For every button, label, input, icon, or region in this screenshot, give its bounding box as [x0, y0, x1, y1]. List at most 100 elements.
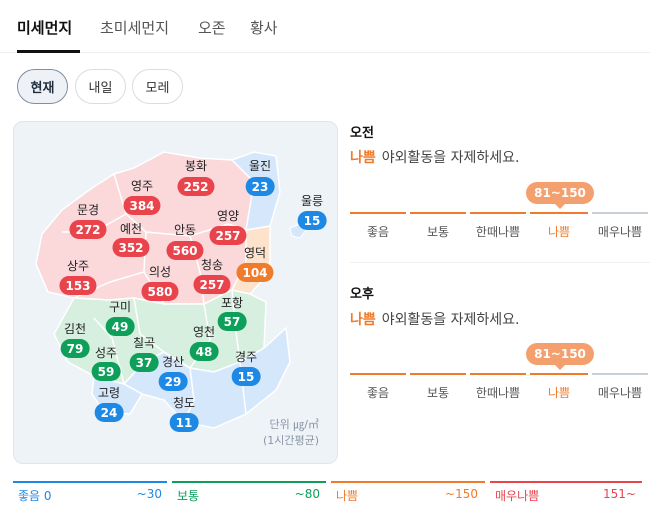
region-gyeongju: 경주	[234, 350, 258, 364]
value-yeongdeok[interactable]: 104	[236, 263, 274, 282]
forecast-am-seg-normal	[410, 212, 466, 214]
region-bonghwa: 봉화	[184, 159, 208, 173]
region-yeongju: 영주	[130, 179, 154, 193]
forecast-pm-title: 오후	[350, 287, 374, 302]
forecast-am-range-tip: 81~150	[526, 182, 594, 209]
value-gyeongju[interactable]: 15	[231, 367, 261, 386]
region-sangju: 상주	[66, 259, 90, 273]
value-uljin[interactable]: 23	[245, 177, 275, 196]
forecast-am-seg-good	[350, 212, 406, 214]
forecast-pm-lbl-very-bad: 매우나쁨	[597, 386, 643, 400]
forecast-am-lbl-normal: 보통	[426, 225, 450, 239]
forecast-pm-seg-good	[350, 373, 406, 375]
forecast-am-lbl-very-bad: 매우나쁨	[597, 225, 643, 239]
value-mungyeong[interactable]: 272	[69, 220, 107, 239]
value-chilgok[interactable]: 37	[129, 353, 159, 372]
value-uiseong[interactable]: 580	[141, 282, 179, 301]
value-ulleung[interactable]: 15	[297, 211, 327, 230]
forecast-am-seg-sometimes-bad	[470, 212, 526, 214]
region-goryeong: 고령	[97, 386, 121, 400]
tab-ultrafine-dust[interactable]: 초미세먼지	[100, 19, 170, 37]
region-map: 봉화 252 울진 23 영주 384 울릉 15 문경 272 예천 352 …	[13, 121, 338, 464]
region-yeongdeok: 영덕	[243, 246, 267, 260]
forecast-am-message: 나쁨 야외활동을 자제하세요.	[350, 147, 519, 167]
forecast-am-grade: 나쁨	[350, 150, 376, 166]
legend-bar-normal	[172, 481, 326, 483]
forecast-pm-lbl-good: 좋음	[366, 386, 390, 400]
legend-good-name: 좋음 0	[18, 489, 52, 503]
forecast-pm-seg-normal	[410, 373, 466, 375]
region-pohang: 포항	[220, 296, 244, 310]
forecast-am-title: 오전	[350, 126, 374, 141]
legend-bad-name: 나쁨	[336, 489, 359, 503]
region-yeongyang: 영양	[216, 209, 240, 223]
region-cheongdo: 청도	[172, 396, 196, 410]
legend-very-bad-name: 매우나쁨	[495, 489, 540, 503]
region-cheongsong: 청송	[200, 258, 224, 272]
value-yeongju[interactable]: 384	[123, 196, 161, 215]
forecast-am-lbl-sometimes-bad: 한때나쁨	[475, 225, 521, 239]
forecast-pm-lbl-sometimes-bad: 한때나쁨	[475, 386, 521, 400]
value-pohang[interactable]: 57	[217, 312, 247, 331]
region-gimcheon: 김천	[63, 322, 87, 336]
forecast-am-advice: 야외활동을 자제하세요.	[381, 150, 520, 166]
forecast-pm-advice: 야외활동을 자제하세요.	[381, 312, 520, 328]
forecast-pm-seg-very-bad	[592, 373, 648, 375]
unit-label: 단위 ㎍/㎥	[269, 418, 319, 431]
forecast-pm-lbl-normal: 보통	[426, 386, 450, 400]
forecast-pm-seg-bad	[530, 373, 588, 375]
region-gumi: 구미	[108, 300, 132, 314]
tab-fine-dust[interactable]: 미세먼지	[17, 19, 73, 37]
forecast-pm-lbl-bad: 나쁨	[547, 386, 571, 400]
region-andong: 안동	[173, 223, 197, 237]
value-cheongsong[interactable]: 257	[193, 275, 231, 294]
value-yecheon[interactable]: 352	[112, 238, 150, 257]
legend-bar-good	[13, 481, 167, 483]
pill-day-after[interactable]: 모레	[132, 69, 183, 104]
region-uiseong: 의성	[148, 265, 172, 279]
legend-bar-very-bad	[490, 481, 642, 483]
legend-bar-bad	[331, 481, 485, 483]
forecast-pm-message: 나쁨 야외활동을 자제하세요.	[350, 309, 519, 329]
forecast-am-seg-very-bad	[592, 212, 648, 214]
value-andong[interactable]: 560	[166, 241, 204, 260]
region-yeongcheon: 영천	[192, 325, 216, 339]
unit-average: (1시간평균)	[262, 434, 319, 447]
region-yecheon: 예천	[119, 222, 143, 236]
legend-very-bad-range: 151~	[603, 487, 636, 501]
legend-normal-name: 보통	[177, 489, 200, 503]
forecast-divider	[350, 262, 650, 263]
forecast-pm-seg-sometimes-bad	[470, 373, 526, 375]
value-sangju[interactable]: 153	[59, 276, 97, 295]
tab-yellow-dust[interactable]: 황사	[250, 19, 278, 37]
forecast-pm-grade: 나쁨	[350, 312, 376, 328]
legend-good-range: ~30	[136, 487, 162, 501]
value-yeongyang[interactable]: 257	[209, 226, 247, 245]
forecast-pm-range-tip: 81~150	[526, 343, 594, 370]
unit-note: 단위 ㎍/㎥ (1시간평균)	[263, 417, 319, 449]
value-gyeongsan[interactable]: 29	[158, 372, 188, 391]
region-gyeongsan: 경산	[161, 355, 185, 369]
value-yeongcheon[interactable]: 48	[189, 342, 219, 361]
active-tab-indicator	[17, 50, 80, 53]
value-bonghwa[interactable]: 252	[177, 177, 215, 196]
region-uljin: 울진	[248, 159, 272, 173]
value-seongju[interactable]: 59	[91, 362, 121, 381]
region-ulleung: 울릉	[300, 194, 324, 208]
forecast-am-lbl-good: 좋음	[366, 225, 390, 239]
region-chilgok: 칠곡	[132, 336, 156, 350]
pill-tomorrow[interactable]: 내일	[75, 69, 126, 104]
tab-ozone[interactable]: 오존	[198, 19, 226, 37]
value-gumi[interactable]: 49	[105, 317, 135, 336]
value-goryeong[interactable]: 24	[94, 403, 124, 422]
value-gimcheon[interactable]: 79	[60, 339, 90, 358]
legend-bad-range: ~150	[445, 487, 478, 501]
pollutant-tabs: 미세먼지 초미세먼지 오존 황사	[0, 0, 650, 53]
pill-now[interactable]: 현재	[17, 69, 68, 104]
value-cheongdo[interactable]: 11	[169, 413, 199, 432]
forecast-am-seg-bad	[530, 212, 588, 214]
forecast-am-lbl-bad: 나쁨	[547, 225, 571, 239]
region-mungyeong: 문경	[76, 203, 100, 217]
region-seongju: 성주	[94, 346, 118, 360]
legend-normal-range: ~80	[294, 487, 320, 501]
